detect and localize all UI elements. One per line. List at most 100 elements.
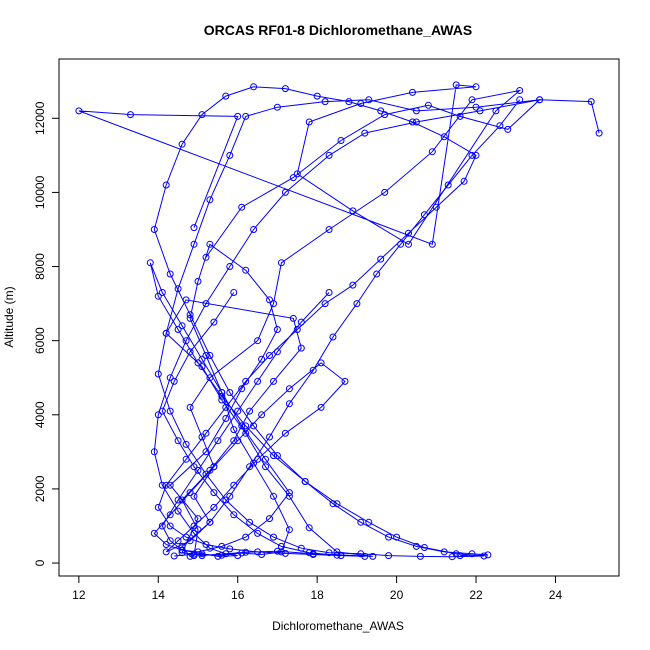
- data-point: [242, 533, 250, 541]
- data-point: [587, 98, 595, 106]
- data-point: [154, 503, 162, 511]
- data-point: [266, 296, 273, 304]
- data-point: [472, 151, 480, 159]
- data-point: [325, 289, 333, 296]
- data-point: [226, 263, 234, 270]
- data-point: [349, 281, 357, 289]
- data-point: [361, 129, 369, 137]
- data-point: [206, 240, 214, 248]
- data-point: [242, 429, 250, 437]
- data-point: [349, 207, 357, 215]
- data-point: [166, 270, 174, 278]
- data-point: [162, 181, 170, 189]
- data-point: [281, 429, 289, 437]
- data-point: [270, 492, 277, 500]
- data-point: [504, 125, 512, 133]
- data-point: [198, 111, 206, 119]
- data-point: [174, 496, 182, 504]
- data-point: [460, 177, 468, 185]
- data-point: [270, 533, 277, 541]
- data-point: [174, 507, 182, 515]
- y-tick-label: 10000: [33, 175, 47, 209]
- data-point: [127, 111, 134, 119]
- data-point: [254, 377, 262, 385]
- data-point: [162, 548, 170, 556]
- data-point: [202, 470, 210, 478]
- data-point: [516, 87, 524, 94]
- data-point: [250, 422, 258, 430]
- data-point: [329, 333, 337, 341]
- data-point: [333, 551, 341, 559]
- data-point: [321, 98, 329, 106]
- data-point: [480, 552, 488, 560]
- data-point: [230, 426, 238, 434]
- data-point: [242, 377, 250, 385]
- data-point: [293, 326, 301, 333]
- data-point: [381, 111, 389, 119]
- data-point: [369, 552, 377, 560]
- series-0: [75, 81, 524, 560]
- data-point: [250, 83, 258, 91]
- data-point: [174, 326, 182, 333]
- data-point: [297, 344, 305, 352]
- data-point: [182, 440, 190, 448]
- data-point: [154, 411, 162, 419]
- data-point: [293, 170, 301, 178]
- data-point: [409, 88, 416, 96]
- y-tick-label: 2000: [33, 475, 47, 502]
- data-point: [210, 503, 218, 511]
- data-point: [405, 240, 412, 248]
- data-point: [242, 266, 250, 274]
- data-point: [226, 545, 234, 553]
- data-point: [325, 549, 333, 557]
- data-point: [440, 548, 448, 556]
- data-point: [273, 547, 281, 555]
- data-point: [210, 318, 218, 326]
- data-point: [166, 374, 174, 382]
- data-point: [357, 518, 365, 526]
- data-point: [468, 151, 476, 159]
- x-tick-label: 12: [72, 588, 86, 602]
- data-point: [230, 437, 238, 445]
- data-point: [238, 203, 246, 211]
- data-point: [158, 407, 166, 415]
- data-point: [154, 292, 162, 300]
- data-point: [405, 229, 412, 237]
- data-point: [178, 546, 186, 554]
- data-point: [226, 389, 234, 396]
- data-point: [178, 140, 186, 148]
- data-point: [305, 118, 313, 126]
- data-point: [385, 552, 393, 560]
- data-point: [428, 148, 436, 156]
- data-point: [222, 415, 230, 422]
- data-point: [166, 522, 174, 530]
- series-2: [146, 96, 603, 561]
- data-point: [273, 326, 281, 333]
- data-point: [158, 289, 166, 296]
- data-point: [337, 552, 345, 560]
- data-point: [202, 541, 210, 548]
- data-point: [190, 463, 198, 471]
- data-point: [377, 107, 385, 115]
- data-point: [476, 107, 484, 115]
- x-tick-label: 14: [152, 588, 166, 602]
- data-point: [186, 403, 194, 411]
- data-point: [285, 526, 293, 534]
- data-point: [202, 448, 210, 456]
- data-point: [230, 289, 238, 296]
- data-point: [273, 452, 281, 460]
- data-point: [309, 551, 317, 558]
- data-point: [166, 481, 174, 489]
- data-point: [289, 314, 297, 322]
- data-point: [305, 549, 313, 557]
- data-point: [194, 359, 202, 367]
- series-line: [153, 98, 542, 557]
- data-point: [444, 181, 452, 189]
- data-point: [162, 541, 170, 548]
- data-point: [456, 112, 464, 120]
- data-point: [365, 518, 373, 526]
- data-point: [325, 151, 333, 159]
- data-point: [182, 533, 190, 541]
- data-point: [190, 522, 198, 530]
- data-point: [270, 452, 277, 460]
